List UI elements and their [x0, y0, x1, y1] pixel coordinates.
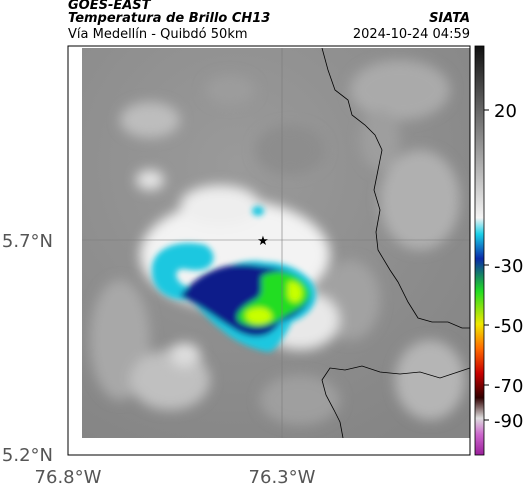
- colorbar-label-20: 20: [494, 101, 517, 122]
- colorbar-label-m90: -90: [494, 411, 523, 432]
- colorbar-label-m50: -50: [494, 316, 523, 337]
- product-title: Temperatura de Brillo CH13: [68, 11, 271, 26]
- satellite-title: GOES-EAST: [68, 0, 151, 13]
- map-frame: [67, 45, 471, 456]
- convective-cloud: [151, 206, 316, 352]
- lat-tick-5-7: 5.7°N: [2, 231, 53, 252]
- map-plot-area: ★: [67, 45, 471, 456]
- colorbar-label-m30: -30: [494, 256, 523, 277]
- lon-tick-76-8: 76.8°W: [35, 467, 102, 488]
- colorbar: 20 -30 -50 -70 -90: [474, 45, 523, 456]
- lon-tick-76-3: 76.3°W: [249, 467, 316, 488]
- source-label: SIATA: [429, 11, 470, 26]
- lat-tick-5-2: 5.2°N: [2, 445, 53, 466]
- location-star-icon: ★: [257, 234, 269, 249]
- colorbar-label-m70: -70: [494, 376, 523, 397]
- region-label: Vía Medellín - Quibdó 50km: [68, 27, 248, 42]
- department-border-south: [321, 365, 470, 438]
- datetime-label: 2024-10-24 04:59: [352, 27, 470, 42]
- department-border: [321, 48, 470, 329]
